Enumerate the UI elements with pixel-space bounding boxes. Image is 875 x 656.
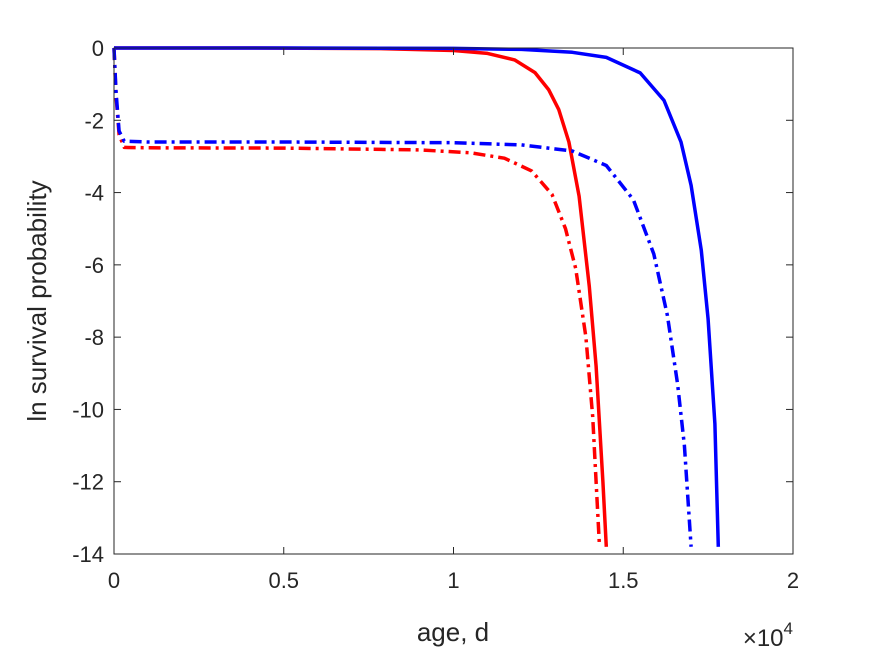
y-tick-label: -10: [72, 397, 104, 422]
y-tick-label: -4: [84, 181, 104, 206]
series-line-3: [112, 47, 602, 547]
x-tick-label: 1.5: [608, 568, 639, 593]
x-tick-label: 1: [447, 568, 459, 593]
x-tick-label: 0.5: [268, 568, 299, 593]
series-line-2: [114, 46, 721, 547]
y-tick-label: -6: [84, 253, 104, 278]
x-tick-label: 0: [108, 568, 120, 593]
x-axis-ticks: 0 0.5 1 1.5 2: [108, 48, 799, 593]
y-tick-label: -8: [84, 325, 104, 350]
plot-background: [114, 48, 793, 554]
x-axis-exponent-power: 4: [784, 619, 793, 638]
x-axis-label: age, d: [417, 617, 489, 647]
y-tick-label: -14: [72, 542, 104, 567]
x-axis-exponent: ×104: [743, 619, 793, 652]
y-tick-label: -12: [72, 470, 104, 495]
y-tick-label: 0: [92, 36, 104, 61]
x-axis-exponent-base: ×10: [743, 625, 784, 652]
y-axis-ticks: 0 -2 -4 -6 -8 -10 -12 -14: [72, 36, 793, 567]
series-line-4: [112, 47, 693, 547]
x-tick-label: 2: [787, 568, 799, 593]
y-axis-label: ln survival probability: [22, 180, 52, 421]
series-layer: [112, 46, 721, 547]
y-tick-label: -2: [84, 108, 104, 133]
